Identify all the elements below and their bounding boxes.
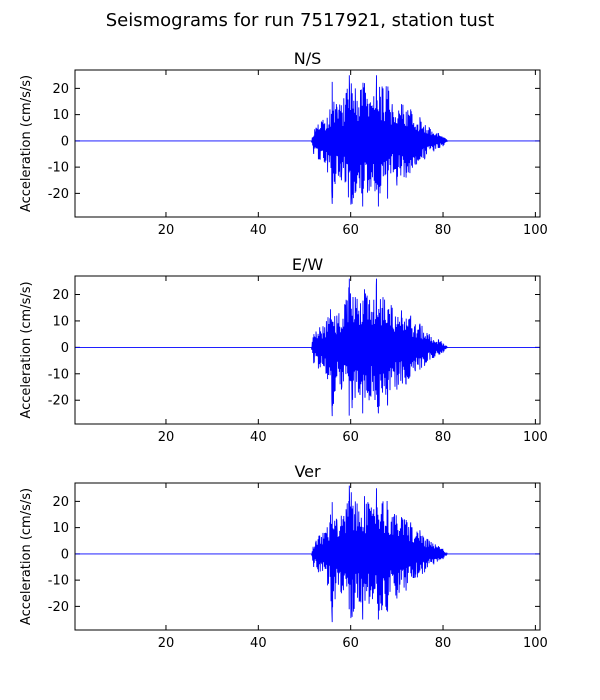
x-tick-label: 20 <box>158 636 175 651</box>
x-tick-label: 80 <box>435 223 452 238</box>
panel-title: Ver <box>294 462 321 481</box>
x-tick-label: 60 <box>342 223 359 238</box>
seismogram-trace <box>75 278 540 417</box>
figure-title: Seismograms for run 7517921, station tus… <box>105 10 495 31</box>
y-tick-label: -20 <box>48 394 69 409</box>
panel-title: N/S <box>294 49 322 68</box>
y-tick-label: -20 <box>48 600 69 615</box>
plot-frame <box>74 482 541 631</box>
x-tick-label: 60 <box>342 430 359 445</box>
y-axis-label: Acceleration (cm/s/s) <box>19 75 34 212</box>
y-tick-label: 0 <box>61 134 69 149</box>
panel-title: E/W <box>292 255 324 274</box>
x-tick-label: 80 <box>435 430 452 445</box>
x-tick-label: 60 <box>342 636 359 651</box>
y-tick-label: -10 <box>48 161 69 176</box>
y-axis-label: Acceleration (cm/s/s) <box>19 281 34 418</box>
y-tick-label: 20 <box>52 288 69 303</box>
plot-frame <box>74 275 541 425</box>
y-tick-label: 20 <box>52 82 69 97</box>
y-tick-label: 10 <box>52 108 69 123</box>
x-tick-label: 20 <box>158 223 175 238</box>
y-tick-label: -10 <box>48 574 69 589</box>
x-tick-label: 40 <box>250 636 267 651</box>
y-tick-label: 10 <box>52 521 69 536</box>
seismogram-trace <box>75 75 540 207</box>
y-tick-label: 10 <box>52 314 69 329</box>
x-tick-label: 100 <box>523 223 548 238</box>
x-tick-label: 80 <box>435 636 452 651</box>
seismogram-trace <box>75 485 540 623</box>
x-tick-label: 100 <box>523 636 548 651</box>
y-tick-label: 20 <box>52 495 69 510</box>
plot-frame <box>74 69 541 218</box>
x-tick-label: 40 <box>250 223 267 238</box>
y-tick-label: -20 <box>48 187 69 202</box>
x-tick-label: 20 <box>158 430 175 445</box>
y-tick-label: 0 <box>61 547 69 562</box>
y-axis-label: Acceleration (cm/s/s) <box>19 488 34 625</box>
x-tick-label: 40 <box>250 430 267 445</box>
y-tick-label: 0 <box>61 341 69 356</box>
y-tick-label: -10 <box>48 367 69 382</box>
x-tick-label: 100 <box>523 430 548 445</box>
